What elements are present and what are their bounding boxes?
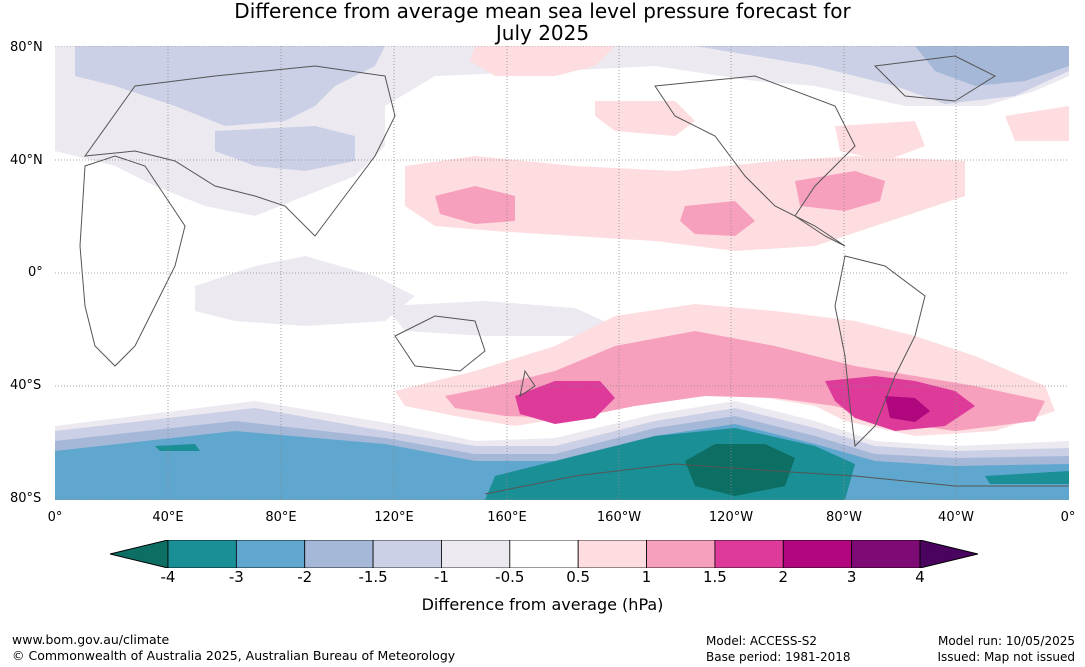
lon-label-40w: 40°W: [938, 510, 974, 525]
colorbar-swatch-2: [304, 540, 374, 568]
footer-website: www.bom.gov.au/climate: [12, 632, 170, 647]
anomaly-pos05-north-atlantic-high: [835, 121, 925, 161]
colorbar-swatch-8: [714, 540, 784, 568]
lon-label-0-right: 0°: [1060, 510, 1076, 525]
lat-label-80s: 80°S: [10, 491, 42, 506]
anomaly-neg3-atlantic-antarctic: [985, 471, 1069, 484]
colorbar-tick-11: 4: [915, 568, 925, 586]
anomaly-pos1-north-atlantic: [795, 171, 885, 211]
colorbar-extend-high: [919, 540, 978, 568]
colorbar-swatch-5: [509, 540, 579, 568]
south-america-outline: [834, 255, 926, 448]
north-america-outline: [654, 75, 856, 247]
colorbar: [110, 540, 978, 568]
footer-model-run: Model run: 10/05/2025: [937, 634, 1075, 648]
colorbar-swatch-7: [646, 540, 716, 568]
pressure-anomaly-map: [55, 46, 1069, 500]
anomaly-pos05-alaska: [595, 101, 695, 136]
lon-label-40e: 40°E: [152, 510, 184, 525]
anomaly-pos05-arctic: [470, 46, 615, 76]
lon-label-80w: 80°W: [826, 510, 862, 525]
anomaly-pos05-west-europe: [1005, 106, 1069, 141]
colorbar-label: Difference from average (hPa): [421, 595, 664, 614]
colorbar-tick-5: -0.5: [495, 568, 525, 586]
lat-label-40n: 40°N: [10, 153, 43, 168]
colorbar-swatch-1: [235, 540, 306, 568]
lat-label-40s: 40°S: [10, 378, 42, 393]
lat-label-equator: 0°: [28, 265, 43, 280]
anomaly-neg1-eurasia: [75, 46, 385, 126]
lon-label-0-left: 0°: [47, 510, 63, 525]
lat-label-80n: 80°N: [10, 40, 43, 55]
colorbar-tick-4: -1: [433, 568, 449, 586]
anomaly-pos15-south-pacific: [515, 381, 615, 424]
colorbar-tick-0: -4: [160, 568, 176, 586]
footer-issued: Issued: Map not issued: [937, 650, 1075, 664]
colorbar-swatch-3: [372, 540, 442, 568]
australia-outline: [394, 315, 486, 372]
anomaly-pos1-north-pacific: [435, 186, 515, 224]
colorbar-extend-low: [110, 540, 169, 568]
coastlines: [79, 55, 1069, 495]
eurasia-outline: [83, 65, 396, 237]
colorbar-tick-1: -3: [228, 568, 244, 586]
anomaly-neg3-indian-antarctic: [155, 444, 200, 451]
lon-label-120e: 120°E: [374, 510, 414, 525]
anomaly-pos1-east-pacific: [680, 201, 755, 236]
lon-label-120w: 120°W: [708, 510, 754, 525]
colorbar-tick-8: 1.5: [702, 568, 727, 586]
colorbar-swatch-9: [782, 540, 853, 568]
colorbar-swatch-10: [851, 540, 921, 568]
map-title-line1: Difference from average mean sea level p…: [234, 0, 851, 23]
greenland-outline: [873, 55, 997, 102]
anomaly-neg4-antarctic-pacific: [685, 444, 795, 496]
footer-copyright: © Commonwealth of Australia 2025, Austra…: [12, 648, 456, 663]
map-title-line2: July 2025: [495, 21, 590, 45]
gridlines: [55, 46, 1069, 500]
africa-outline: [79, 155, 186, 367]
colorbar-tick-6: 0.5: [566, 568, 591, 586]
colorbar-tick-2: -2: [297, 568, 313, 586]
footer-model: Model: ACCESS-S2: [706, 634, 818, 648]
new-zealand-outline: [519, 369, 536, 398]
colorbar-swatch-4: [441, 540, 511, 568]
colorbar-swatch-0: [167, 540, 237, 568]
footer-base-period: Base period: 1981-2018: [706, 650, 851, 664]
colorbar-tick-7: 1: [641, 568, 652, 586]
colorbar-swatch-6: [577, 540, 647, 568]
lon-label-160w: 160°W: [596, 510, 642, 525]
colorbar-tick-10: 3: [846, 568, 857, 586]
anomaly-neg05-indian-ocean: [195, 256, 415, 326]
lon-label-160e: 160°E: [487, 510, 527, 525]
lon-label-80e: 80°E: [265, 510, 297, 525]
anomaly-neg05-south-pacific: [385, 301, 615, 336]
antarctica-outline: [484, 463, 1069, 495]
map-svg: [55, 46, 1069, 500]
anomaly-pos2-south-atlantic: [885, 396, 930, 422]
colorbar-tick-3: -1.5: [358, 568, 388, 586]
colorbar-tick-9: 2: [778, 568, 789, 586]
